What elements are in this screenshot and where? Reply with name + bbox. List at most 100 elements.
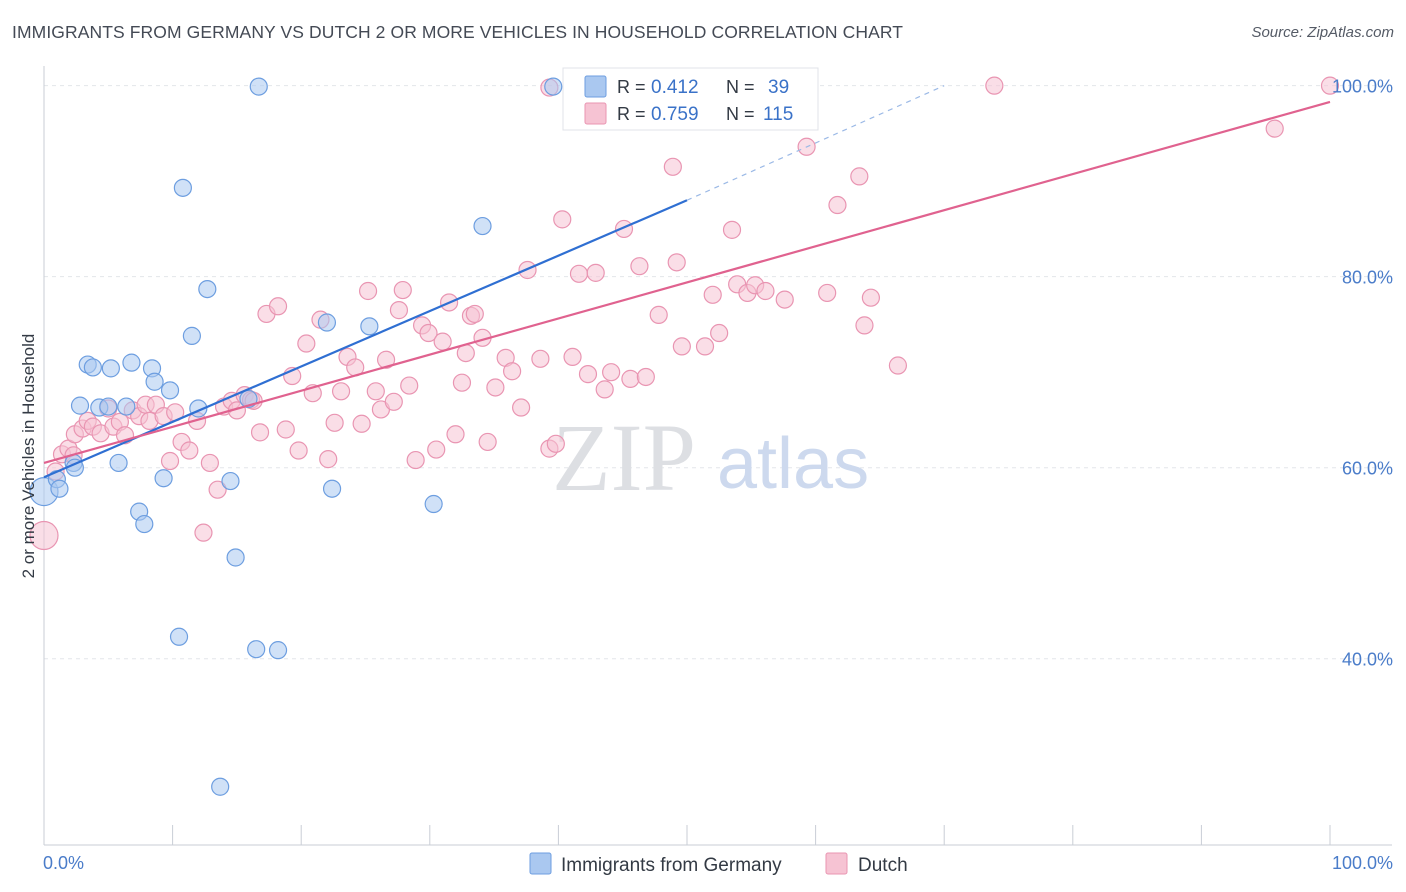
bottom-legend-germany: Immigrants from Germany bbox=[561, 855, 782, 876]
germany-point bbox=[360, 317, 379, 336]
dutch-point bbox=[649, 305, 668, 324]
legend-dutch-n-label: N = bbox=[726, 104, 755, 124]
germany-point bbox=[211, 777, 230, 796]
bottom-legend-swatch-germany bbox=[529, 852, 552, 875]
legend-germany-n-value: 39 bbox=[768, 77, 789, 98]
dutch-point bbox=[297, 334, 316, 353]
dutch-point bbox=[595, 380, 614, 399]
dutch-point bbox=[406, 450, 425, 470]
x-tick-labels: 0.0% 100.0% bbox=[43, 853, 1393, 873]
dutch-point bbox=[194, 523, 213, 542]
dutch-point bbox=[389, 301, 409, 320]
trend-lines bbox=[43, 85, 1331, 479]
axes bbox=[43, 66, 1392, 846]
bottom-legend-dutch: Dutch bbox=[858, 855, 908, 876]
dutch-point bbox=[855, 316, 874, 335]
germany-point bbox=[83, 358, 102, 377]
y-axis-label: 2 or more Vehicles in Household bbox=[19, 334, 38, 579]
dutch-point bbox=[636, 367, 655, 387]
legend-germany-n-label: N = bbox=[726, 77, 755, 97]
dutch-point bbox=[850, 167, 869, 186]
germany-point bbox=[473, 216, 492, 236]
dutch-point bbox=[828, 195, 847, 215]
dutch-point bbox=[553, 210, 572, 229]
watermark: ZIP atlas bbox=[552, 404, 869, 511]
legend-dutch-r-value: 0.759 bbox=[651, 104, 699, 125]
germany-point bbox=[160, 381, 180, 400]
germany-point bbox=[173, 178, 192, 197]
dutch-point bbox=[465, 304, 484, 324]
x-tick-label: 0.0% bbox=[43, 853, 84, 873]
dutch-point bbox=[1265, 119, 1284, 138]
dutch-point bbox=[276, 420, 295, 439]
dutch-point bbox=[289, 441, 308, 460]
y-tick-label: 60.0% bbox=[1342, 459, 1393, 479]
germany-point bbox=[226, 548, 245, 567]
legend-swatch-germany bbox=[584, 75, 607, 98]
legend-dutch-r-label: R = bbox=[617, 104, 646, 124]
chart-title: IMMIGRANTS FROM GERMANY VS DUTCH 2 OR MO… bbox=[12, 22, 904, 42]
dutch-point bbox=[756, 281, 775, 301]
germany-point bbox=[145, 372, 164, 391]
x-tick-label: 100.0% bbox=[1332, 853, 1393, 873]
germany-points bbox=[29, 77, 666, 796]
germany-point bbox=[239, 389, 258, 409]
dutch-point bbox=[630, 257, 649, 276]
germany-point bbox=[135, 514, 154, 534]
bottom-legend-swatch-dutch bbox=[825, 852, 848, 875]
dutch-point bbox=[352, 414, 371, 433]
dutch-point bbox=[503, 362, 522, 381]
germany-point bbox=[268, 641, 288, 660]
dutch-point bbox=[888, 356, 908, 375]
legend-germany-r-value: 0.412 bbox=[651, 77, 699, 98]
dutch-point bbox=[433, 332, 452, 351]
dutch-point bbox=[985, 76, 1004, 95]
y-tick-label: 40.0% bbox=[1342, 650, 1393, 670]
germany-point bbox=[122, 353, 141, 372]
legend-germany-r-label: R = bbox=[617, 77, 646, 97]
germany-trend-extension bbox=[686, 85, 945, 201]
dutch-point bbox=[1320, 76, 1340, 95]
germany-point bbox=[322, 479, 342, 498]
dutch-points bbox=[29, 76, 1340, 551]
germany-point bbox=[99, 397, 118, 416]
dutch-point bbox=[319, 450, 338, 469]
dutch-point bbox=[586, 263, 605, 282]
germany-point bbox=[169, 627, 189, 646]
dutch-point bbox=[722, 220, 742, 239]
dutch-point bbox=[546, 434, 565, 453]
germany-trend-line bbox=[43, 199, 688, 479]
dutch-point bbox=[818, 283, 837, 303]
dutch-point bbox=[486, 378, 505, 397]
watermark-atlas: atlas bbox=[717, 424, 869, 504]
dutch-point bbox=[602, 363, 621, 382]
dutch-point bbox=[384, 392, 403, 411]
dutch-point bbox=[180, 441, 199, 460]
dutch-trend-line bbox=[43, 100, 1331, 464]
dutch-point bbox=[446, 425, 465, 444]
dutch-point bbox=[331, 382, 351, 401]
dutch-point bbox=[861, 288, 880, 307]
source-label: Source: ZipAtlas.com bbox=[1251, 24, 1394, 41]
dutch-point bbox=[512, 398, 531, 417]
dutch-point bbox=[578, 365, 598, 384]
dutch-point bbox=[366, 382, 385, 401]
dutch-point bbox=[569, 264, 589, 283]
germany-point bbox=[70, 396, 90, 415]
dutch-point bbox=[393, 280, 412, 300]
dutch-point bbox=[621, 369, 640, 388]
dutch-point bbox=[710, 323, 729, 343]
dutch-point bbox=[775, 290, 794, 309]
gridlines bbox=[44, 85, 1392, 660]
germany-point bbox=[249, 77, 268, 96]
dutch-point bbox=[663, 157, 682, 176]
dutch-point bbox=[250, 423, 270, 442]
dutch-point bbox=[208, 480, 227, 499]
germany-point bbox=[117, 397, 136, 416]
dutch-point bbox=[531, 349, 550, 368]
germany-point bbox=[154, 469, 173, 488]
y-tick-labels: 40.0% 60.0% 80.0% 100.0% bbox=[1332, 77, 1393, 670]
dutch-point bbox=[419, 323, 438, 343]
dutch-point bbox=[563, 347, 582, 367]
